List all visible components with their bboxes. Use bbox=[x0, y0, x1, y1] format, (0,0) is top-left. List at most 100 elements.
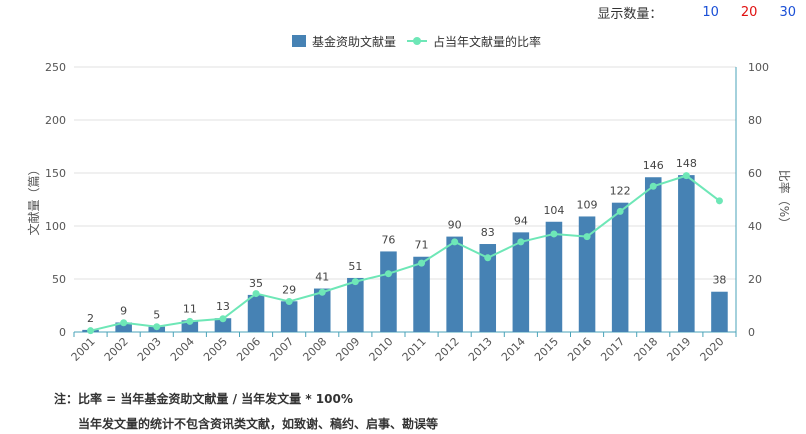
ratio-point bbox=[517, 238, 525, 246]
bar bbox=[214, 318, 232, 332]
bar-data-label: 11 bbox=[183, 302, 197, 315]
ratio-point bbox=[186, 317, 194, 325]
bar-data-label: 2 bbox=[87, 312, 94, 325]
display-count-30[interactable]: 30 bbox=[779, 5, 796, 20]
bar bbox=[479, 244, 497, 332]
x-tick-label: 2017 bbox=[598, 335, 627, 364]
x-tick-label: 2018 bbox=[631, 335, 660, 364]
ratio-point bbox=[550, 230, 558, 238]
bar-data-label: 122 bbox=[610, 185, 631, 198]
ratio-point bbox=[682, 172, 690, 180]
funding-chart: 0 50 100 150 200 250 0 20 40 60 80 100 文献量（篇） 比率（%） 20… bbox=[26, 34, 792, 364]
y2-tick-label: 100 bbox=[748, 61, 769, 74]
ratio-point bbox=[649, 182, 657, 190]
bar-data-label: 76 bbox=[381, 233, 395, 246]
legend-bar-swatch bbox=[292, 35, 306, 47]
ratio-point bbox=[153, 323, 161, 331]
ratio-point bbox=[451, 238, 459, 246]
note-exclusion: 当年发文量的统计不包含资讯类文献，如致谢、稿约、启事、勘误等 bbox=[78, 417, 439, 431]
ratio-point bbox=[715, 197, 723, 205]
bar bbox=[347, 277, 364, 332]
ratio-point bbox=[252, 290, 260, 298]
bar-data-label: 51 bbox=[348, 260, 362, 273]
x-tick-label: 2006 bbox=[234, 335, 263, 364]
ratio-point bbox=[418, 259, 426, 267]
y-tick-label: 0 bbox=[59, 326, 66, 339]
ratio-point bbox=[583, 233, 591, 241]
x-tick-label: 2007 bbox=[267, 335, 296, 364]
bar-data-label: 38 bbox=[712, 274, 726, 287]
bar-data-label: 148 bbox=[676, 157, 697, 170]
ratio-point bbox=[120, 319, 128, 327]
bar bbox=[280, 301, 298, 332]
y-tick-label: 50 bbox=[52, 273, 66, 286]
bar-data-label: 5 bbox=[153, 309, 160, 322]
display-count-label: 显示数量： bbox=[597, 7, 663, 22]
x-tick-label: 2011 bbox=[400, 335, 429, 364]
x-tick-label: 2015 bbox=[532, 335, 561, 364]
bar-data-label: 71 bbox=[415, 239, 429, 252]
ratio-point bbox=[219, 315, 227, 323]
bar bbox=[711, 291, 728, 332]
y-tick-label: 100 bbox=[45, 220, 66, 233]
bar-data-label: 94 bbox=[514, 214, 528, 227]
x-tick-label: 2019 bbox=[664, 335, 693, 364]
y-axis-title: 文献量（篇） bbox=[26, 163, 41, 235]
note-ratio-definition: 注：比率 = 当年基金资助文献量 / 当年发文量 * 100% bbox=[54, 392, 353, 406]
display-count-selector: 显示数量： 10 20 30 bbox=[597, 3, 796, 22]
bar bbox=[115, 322, 132, 332]
x-tick-label: 2004 bbox=[168, 335, 197, 364]
y2-tick-label: 80 bbox=[748, 114, 762, 127]
bar-data-label: 109 bbox=[577, 198, 598, 211]
bar-data-label: 29 bbox=[282, 283, 296, 296]
bar bbox=[678, 175, 695, 332]
bar-data-label: 146 bbox=[643, 159, 664, 172]
x-tick-label: 2003 bbox=[135, 335, 164, 364]
x-tick-label: 2002 bbox=[102, 335, 131, 364]
bar bbox=[611, 202, 629, 332]
ratio-point bbox=[384, 270, 392, 278]
display-count-10[interactable]: 10 bbox=[702, 5, 719, 20]
y2-tick-label: 60 bbox=[748, 167, 762, 180]
y2-tick-label: 0 bbox=[748, 326, 755, 339]
x-tick-label: 2020 bbox=[698, 335, 727, 364]
bar-data-label: 104 bbox=[543, 204, 564, 217]
y2-tick-label: 40 bbox=[748, 220, 762, 233]
bar bbox=[413, 256, 430, 332]
ratio-point bbox=[484, 254, 492, 262]
ratio-line bbox=[90, 174, 721, 332]
y-tick-label: 200 bbox=[45, 114, 66, 127]
bar bbox=[181, 320, 199, 332]
x-tick-label: 2009 bbox=[333, 335, 362, 364]
x-tick-label: 2010 bbox=[367, 335, 396, 364]
x-tick-label: 2005 bbox=[201, 335, 230, 364]
legend-bar-label: 基金资助文献量 bbox=[312, 34, 396, 49]
display-count-20[interactable]: 20 bbox=[740, 5, 758, 20]
ratio-point bbox=[616, 207, 624, 215]
x-tick-label: 2008 bbox=[300, 335, 329, 364]
bar bbox=[247, 294, 265, 332]
x-tick-label: 2016 bbox=[565, 335, 594, 364]
bar bbox=[313, 288, 331, 332]
bar bbox=[380, 251, 397, 332]
y2-tick-label: 20 bbox=[748, 273, 762, 286]
bar bbox=[644, 177, 662, 332]
bar bbox=[578, 216, 596, 332]
x-tick-label: 2001 bbox=[69, 335, 98, 364]
x-tick-label: 2014 bbox=[499, 335, 528, 364]
ratio-point bbox=[87, 327, 95, 335]
x-tick-label: 2012 bbox=[433, 335, 462, 364]
bar-data-label: 9 bbox=[120, 304, 127, 317]
y-tick-label: 250 bbox=[45, 61, 66, 74]
bar bbox=[446, 236, 463, 332]
bar-data-label: 90 bbox=[448, 219, 462, 232]
bar-data-label: 35 bbox=[249, 277, 263, 290]
y2-axis-title: 比率（%） bbox=[777, 170, 792, 229]
bar bbox=[545, 221, 563, 332]
y-tick-label: 150 bbox=[45, 167, 66, 180]
x-tick-label: 2013 bbox=[466, 335, 495, 364]
legend-line-label: 占当年文献量的比率 bbox=[433, 34, 541, 49]
ratio-point bbox=[285, 298, 293, 306]
bar-data-label: 41 bbox=[315, 271, 329, 284]
bar-data-label: 83 bbox=[481, 226, 495, 239]
